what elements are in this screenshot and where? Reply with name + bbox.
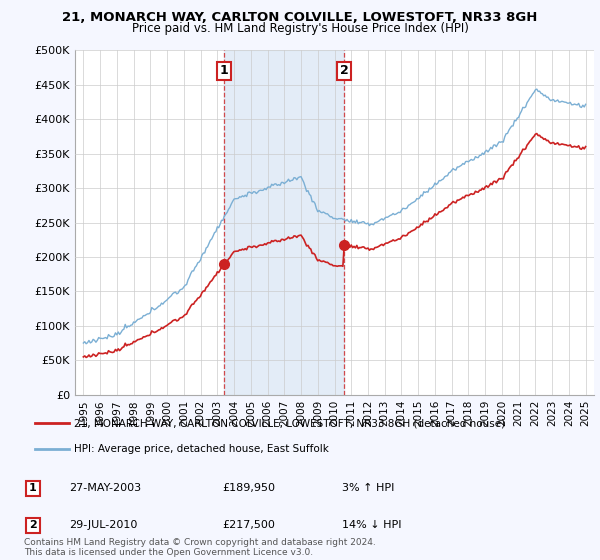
Text: HPI: Average price, detached house, East Suffolk: HPI: Average price, detached house, East… (74, 444, 329, 454)
Text: Contains HM Land Registry data © Crown copyright and database right 2024.
This d: Contains HM Land Registry data © Crown c… (24, 538, 376, 557)
Text: 1: 1 (220, 64, 229, 77)
Text: 3% ↑ HPI: 3% ↑ HPI (342, 483, 394, 493)
Text: 21, MONARCH WAY, CARLTON COLVILLE, LOWESTOFT, NR33 8GH (detached house): 21, MONARCH WAY, CARLTON COLVILLE, LOWES… (74, 418, 505, 428)
Text: £189,950: £189,950 (222, 483, 275, 493)
Text: £217,500: £217,500 (222, 520, 275, 530)
Bar (224, 50, 344, 395)
Text: 21, MONARCH WAY, CARLTON COLVILLE, LOWESTOFT, NR33 8GH: 21, MONARCH WAY, CARLTON COLVILLE, LOWES… (62, 11, 538, 24)
Text: 2: 2 (29, 520, 37, 530)
Text: 14% ↓ HPI: 14% ↓ HPI (342, 520, 401, 530)
Text: 1: 1 (29, 483, 37, 493)
Text: 2: 2 (340, 64, 349, 77)
Text: Price paid vs. HM Land Registry's House Price Index (HPI): Price paid vs. HM Land Registry's House … (131, 22, 469, 35)
Text: 27-MAY-2003: 27-MAY-2003 (69, 483, 141, 493)
Text: 29-JUL-2010: 29-JUL-2010 (69, 520, 137, 530)
